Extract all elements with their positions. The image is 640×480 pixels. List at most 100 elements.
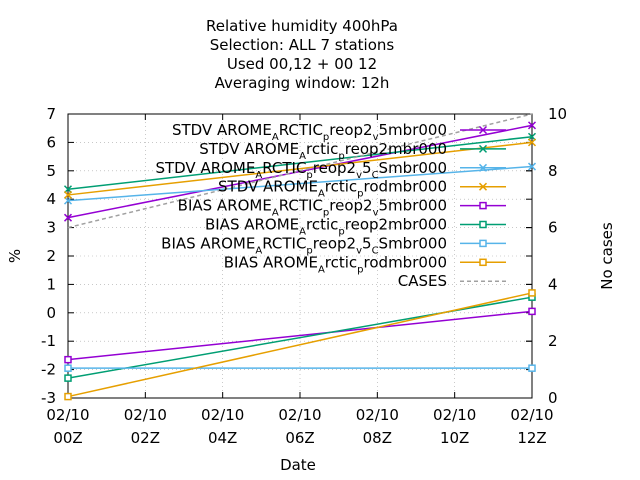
- x-tick-label-date: 02/10: [356, 406, 399, 424]
- legend-label-part: RCTIC: [262, 234, 306, 252]
- legend-label-part: CASES: [398, 272, 447, 290]
- y-tick-label: -3: [41, 389, 56, 407]
- legend-label-part: Smbr000: [379, 234, 447, 252]
- legend-label-part: v: [356, 245, 362, 256]
- legend-label-part: C: [372, 170, 379, 181]
- legend-label-part: p: [357, 264, 363, 275]
- series-8: [67, 113, 533, 229]
- series-layer: [63, 113, 537, 401]
- legend-label-part: p: [323, 132, 329, 143]
- legend-label-part: rodmbr000: [364, 253, 447, 271]
- y2-tick-label: 6: [548, 219, 558, 237]
- legend-label-part: STDV AROME: [199, 140, 299, 158]
- legend-label-part: A: [272, 132, 279, 143]
- legend-label-part: A: [255, 245, 262, 256]
- y-tick-label: 2: [46, 247, 56, 265]
- data-point: [64, 374, 72, 382]
- data-point: [63, 190, 73, 199]
- series-line: [67, 296, 533, 379]
- legend-label-part: rctic: [306, 216, 338, 234]
- legend-label-part: rctic: [325, 178, 357, 196]
- legend-label-part: STDV AROME: [218, 178, 318, 196]
- legend-label-part: RCTIC: [279, 197, 323, 215]
- data-point: [528, 307, 536, 316]
- legend-label-part: v: [373, 132, 379, 143]
- y-axis-label: %: [6, 249, 24, 263]
- legend-label-part: C: [372, 245, 379, 256]
- y-tick-label: 1: [46, 275, 56, 293]
- legend-label-part: BIAS AROME: [161, 234, 255, 252]
- series-line: [67, 113, 533, 229]
- legend-label-part: A: [299, 227, 306, 238]
- legend-label-part: p: [323, 208, 329, 219]
- legend-label-part: A: [318, 189, 325, 200]
- legend-label-part: reop2mbr000: [345, 216, 447, 234]
- legend-label-part: Smbr000: [379, 159, 447, 177]
- series-line: [67, 135, 533, 191]
- legend-label-part: RCTIC: [279, 121, 323, 139]
- legend-marker: [478, 144, 488, 153]
- legend-label-part: p: [338, 151, 344, 162]
- legend-label: STDV AROMEARCTICpreop2v5mbr000: [172, 121, 447, 143]
- legend-label: BIAS AROMEARCTICpreop2v5CSmbr000: [161, 234, 447, 256]
- data-point: [527, 121, 537, 130]
- legend-marker: [478, 163, 488, 172]
- y-tick-label: 0: [46, 304, 56, 322]
- legend-marker: [479, 220, 487, 229]
- legend-label-part: A: [318, 264, 325, 275]
- legend-label-part: BIAS AROME: [178, 197, 272, 215]
- legend-label-part: rctic: [306, 140, 338, 158]
- y2-tick-label: 8: [548, 162, 558, 180]
- y2-tick-label: 10: [548, 105, 567, 123]
- title-line: Relative humidity 400hPa: [206, 17, 398, 35]
- series-6: [64, 364, 536, 372]
- data-point: [64, 392, 72, 401]
- data-point: [527, 138, 537, 147]
- data-point: [64, 364, 72, 372]
- legend-label: CASES: [398, 272, 447, 290]
- legend-label-part: A: [272, 208, 279, 219]
- data-point: [64, 355, 72, 364]
- y-tick-label: 6: [46, 133, 56, 151]
- legend-label: STDV AROMEARCTICpreop2v5CSmbr000: [155, 159, 447, 181]
- x-tick-label-hour: 10Z: [440, 429, 469, 447]
- y2-axis: 0 2 4 6 8 10: [526, 105, 567, 407]
- x-tick-label-date: 02/10: [510, 406, 553, 424]
- x-tick-label-date: 02/10: [46, 406, 89, 424]
- legend-label-part: p: [338, 227, 344, 238]
- legend-label-part: reop2: [329, 121, 372, 139]
- title-line: Averaging window: 12h: [215, 74, 390, 92]
- legend-marker: [479, 258, 487, 267]
- series-1: [63, 132, 537, 194]
- legend-label-part: RCTIC: [262, 159, 306, 177]
- legend-marker: [478, 182, 488, 191]
- legend-label-part: p: [306, 170, 312, 181]
- legend-label-part: 5: [362, 234, 372, 252]
- series-line: [67, 165, 533, 202]
- legend-marker: [479, 201, 487, 210]
- data-point: [528, 289, 536, 297]
- y-tick-label: 5: [46, 162, 56, 180]
- x-tick-label-date: 02/10: [278, 406, 321, 424]
- legend-label-part: STDV AROME: [155, 159, 255, 177]
- x-tick-label-hour: 04Z: [208, 429, 237, 447]
- x-tick-label-hour: 02Z: [131, 429, 160, 447]
- legend-label-part: p: [357, 189, 363, 200]
- legend-label-part: 5mbr000: [379, 197, 447, 215]
- series-line: [67, 310, 533, 361]
- data-point: [63, 213, 73, 222]
- y-axis: -3 -2 -1 0 1 2 3 4 5 6 7: [41, 105, 532, 407]
- y2-tick-label: 2: [548, 332, 558, 350]
- legend-label: BIAS AROMEArcticprodmbr000: [224, 253, 447, 275]
- series-line: [67, 292, 533, 398]
- y-tick-label: 4: [46, 190, 56, 208]
- data-point: [527, 162, 537, 171]
- legend-label: BIAS AROMEArcticpreop2mbr000: [205, 216, 447, 238]
- x-tick-label-date: 02/10: [433, 406, 476, 424]
- legend-marker: [479, 239, 487, 248]
- y-tick-label: -2: [41, 361, 56, 379]
- legend-label-part: v: [373, 208, 379, 219]
- legend-label-part: reop2: [313, 159, 356, 177]
- y2-tick-label: 4: [548, 275, 558, 293]
- x-tick-label-hour: 06Z: [285, 429, 314, 447]
